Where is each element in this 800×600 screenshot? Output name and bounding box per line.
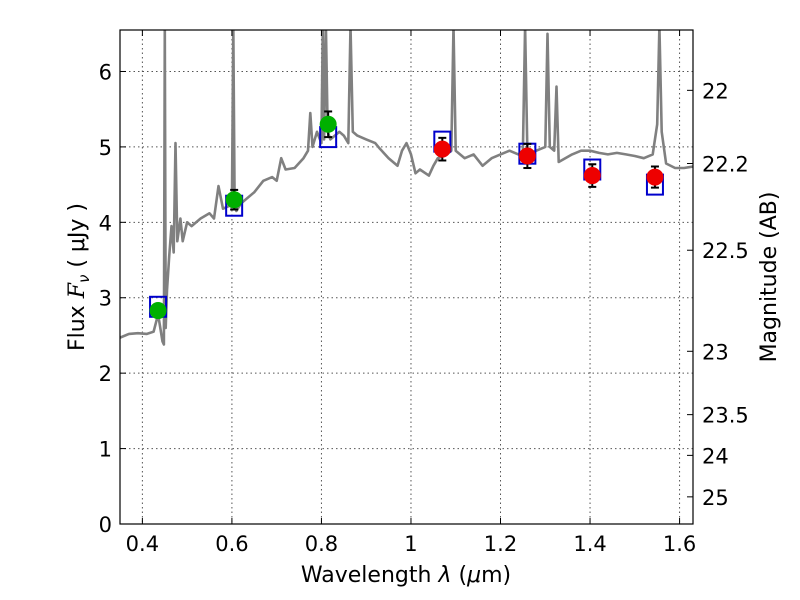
grid <box>120 30 693 525</box>
x-tick-label: 1.2 <box>484 532 517 556</box>
y2-tick-label: 22 <box>702 79 729 103</box>
y-tick-label: 0 <box>99 513 112 537</box>
x-axis-label: Wavelength λ (μm) <box>301 563 511 588</box>
plot-area <box>120 30 693 346</box>
x-tick-label: 1 <box>404 532 417 556</box>
optical-point <box>319 115 337 133</box>
y-tick-label: 1 <box>99 438 112 462</box>
nir-point <box>433 140 451 158</box>
y2-tick-label: 22.2 <box>702 152 749 176</box>
x-tick-label: 0.6 <box>215 532 248 556</box>
x-tick-labels: 0.4 0.6 0.8 1 1.2 1.4 1.6 <box>126 532 697 556</box>
y2-tick-label: 24 <box>702 444 729 468</box>
plot-frame <box>119 29 694 525</box>
y-tick-label: 5 <box>99 136 112 160</box>
y-tick-labels: 0 1 2 3 4 5 6 <box>99 60 112 537</box>
y-tick-label: 3 <box>99 287 112 311</box>
optical-point <box>149 302 167 320</box>
y2-axis-label: Magnitude (AB) <box>757 192 782 363</box>
x-tick-label: 1.4 <box>573 532 606 556</box>
y2-tick-label: 23.5 <box>702 404 749 428</box>
y-tick-label: 2 <box>99 362 112 386</box>
nir-point <box>518 147 536 165</box>
photometry-points <box>149 110 664 320</box>
optical-point <box>225 191 243 209</box>
y-axis-label: Flux Fν ( μJy ) <box>65 203 93 351</box>
y2-tick-label: 22.5 <box>702 239 749 263</box>
nir-point <box>583 167 601 185</box>
spectrum-line <box>120 30 693 346</box>
y2-tick-label: 23 <box>702 340 729 364</box>
ticks <box>120 30 693 525</box>
y2-tick-labels: 22 22.2 22.5 23 23.5 24 25 <box>702 79 749 510</box>
y2-tick-label: 25 <box>702 486 729 510</box>
x-tick-label: 1.6 <box>663 532 696 556</box>
x-tick-label: 0.8 <box>305 532 338 556</box>
model-boxes <box>149 126 664 318</box>
y-tick-label: 4 <box>99 211 112 235</box>
x-tick-label: 0.4 <box>126 532 159 556</box>
y-tick-label: 6 <box>99 60 112 84</box>
nir-point <box>646 168 664 186</box>
